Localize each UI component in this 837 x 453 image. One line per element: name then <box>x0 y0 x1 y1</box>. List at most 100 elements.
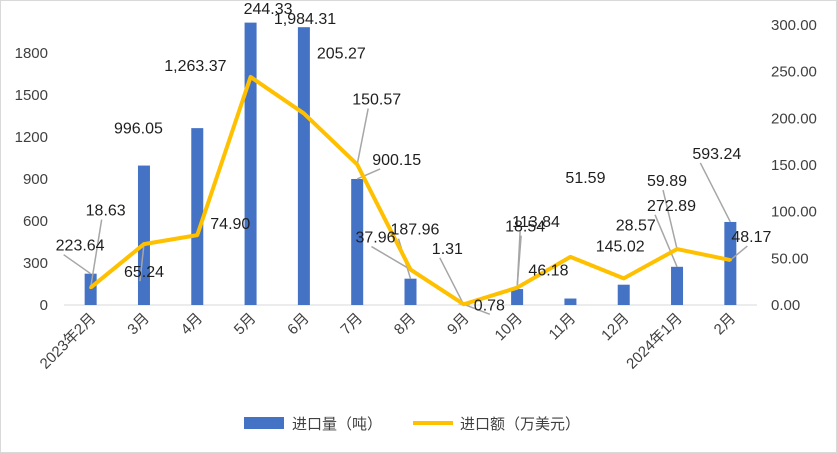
line-point <box>302 111 306 115</box>
right-axis-tick-label: 0.00 <box>771 297 800 314</box>
bar <box>244 22 257 306</box>
category-tick-label: 7月 <box>337 310 366 339</box>
bar-data-label: 46.18 <box>528 263 568 280</box>
left-axis: 0 300 600 900 1200 1500 1800 <box>15 45 757 314</box>
line-point <box>462 302 466 306</box>
line-data-label: 244.33 <box>244 1 293 18</box>
bar <box>724 221 737 305</box>
category-tick-label: 5月 <box>231 310 260 339</box>
left-axis-tick-label: 1200 <box>15 129 48 146</box>
line-label-leader <box>371 245 411 271</box>
line-label-leader <box>139 244 145 282</box>
category-tick-label: 2023年2月 <box>37 310 100 373</box>
bar <box>617 284 630 305</box>
bar-data-label: 593.24 <box>692 146 741 163</box>
line-data-label: 37.96 <box>356 230 396 247</box>
bar-data-label: 1,263.37 <box>164 58 226 75</box>
bar <box>137 165 150 305</box>
bar-label-leader <box>439 257 465 306</box>
category-tick-label: 9月 <box>444 310 473 339</box>
bar <box>297 27 310 306</box>
bar-label-leader <box>356 168 381 180</box>
bar-data-label: 900.15 <box>372 152 421 169</box>
legend: 进口量（吨） 进口额（万美元） <box>244 416 580 433</box>
bar-label-leader <box>63 254 92 275</box>
bar-label-leader <box>654 214 678 268</box>
bar-data-label: 187.96 <box>391 222 440 239</box>
right-axis-tick-label: 250.00 <box>771 64 817 81</box>
bar-data-label: 1.31 <box>432 241 463 258</box>
bar-series <box>84 22 737 306</box>
bar-data-label: 145.02 <box>596 239 645 256</box>
line-point <box>675 247 679 251</box>
category-tick-label: 4月 <box>178 310 207 339</box>
line-label-leader <box>662 189 678 250</box>
left-axis-tick-label: 1500 <box>15 87 48 104</box>
category-tick-label: 6月 <box>284 310 313 339</box>
right-axis: 0.00 50.00 100.00 150.00 200.00 250.00 300.00 <box>771 17 817 314</box>
bar-data-label: 1,984.31 <box>274 11 336 28</box>
category-tick-label: 8月 <box>391 310 420 339</box>
bar <box>191 128 204 305</box>
line-point <box>515 286 519 290</box>
line-series <box>89 74 732 307</box>
line-point <box>249 75 253 79</box>
line-data-label: 150.57 <box>352 91 401 108</box>
bar-data-label: 113.84 <box>512 214 560 231</box>
right-axis-tick-label: 150.00 <box>771 157 817 174</box>
line-point <box>89 286 93 290</box>
line-data-label: 18.63 <box>86 203 126 220</box>
line-label-leader <box>729 245 748 261</box>
bar-data-label: 223.64 <box>56 238 105 255</box>
category-tick-label: 12月 <box>598 310 632 344</box>
bar <box>511 289 524 305</box>
line-point <box>568 255 572 259</box>
line-data-label: 28.57 <box>616 217 656 234</box>
line-data-label: 48.17 <box>731 229 771 246</box>
bar-data-label: 272.89 <box>647 198 696 215</box>
category-tick-label: 11月 <box>546 310 580 344</box>
left-axis-tick-label: 1800 <box>15 45 48 62</box>
bar <box>564 298 577 305</box>
legend-label-bar: 进口量（吨） <box>292 416 382 433</box>
bar <box>351 178 364 305</box>
line-data-label: 51.59 <box>565 170 605 187</box>
line-point <box>622 276 626 280</box>
bar <box>404 278 417 305</box>
left-axis-tick-label: 0 <box>40 297 48 314</box>
line-label-leader <box>356 108 369 165</box>
line-data-label: 0.78 <box>474 297 505 314</box>
right-axis-tick-label: 50.00 <box>771 250 809 267</box>
left-axis-tick-label: 600 <box>23 213 48 230</box>
category-tick-label: 3月 <box>124 310 153 339</box>
line-data-label: 18.54 <box>505 219 545 236</box>
line-point <box>142 242 146 246</box>
line-point <box>728 258 732 262</box>
category-tick-label: 2月 <box>711 310 740 339</box>
bar-data-label: 996.05 <box>114 121 163 138</box>
line-data-label: 74.90 <box>210 216 250 233</box>
left-axis-tick-label: 300 <box>23 255 48 272</box>
line-point <box>355 162 359 166</box>
line-point <box>195 233 199 237</box>
legend-swatch-bar <box>244 417 284 429</box>
category-tick-label: 2024年1月 <box>623 310 686 373</box>
bar-label-leader <box>699 162 732 223</box>
line-data-label: 205.27 <box>317 45 366 62</box>
line-data-label: 59.89 <box>647 173 687 190</box>
legend-label-line: 进口额（万美元） <box>460 416 580 433</box>
line-label-leader <box>463 303 491 315</box>
right-axis-tick-label: 100.00 <box>771 204 817 221</box>
right-axis-tick-label: 300.00 <box>771 17 817 34</box>
line-label-leader <box>89 219 103 288</box>
data-labels: 223.64 996.05 1,263.37 1,984.31 900.15 187.96… <box>56 1 772 314</box>
right-axis-tick-label: 200.00 <box>771 110 817 127</box>
bar <box>84 273 97 305</box>
line-label-leader <box>516 235 522 288</box>
line-point <box>409 268 412 272</box>
line-data-label: 65.24 <box>124 264 164 281</box>
bar <box>671 266 684 305</box>
